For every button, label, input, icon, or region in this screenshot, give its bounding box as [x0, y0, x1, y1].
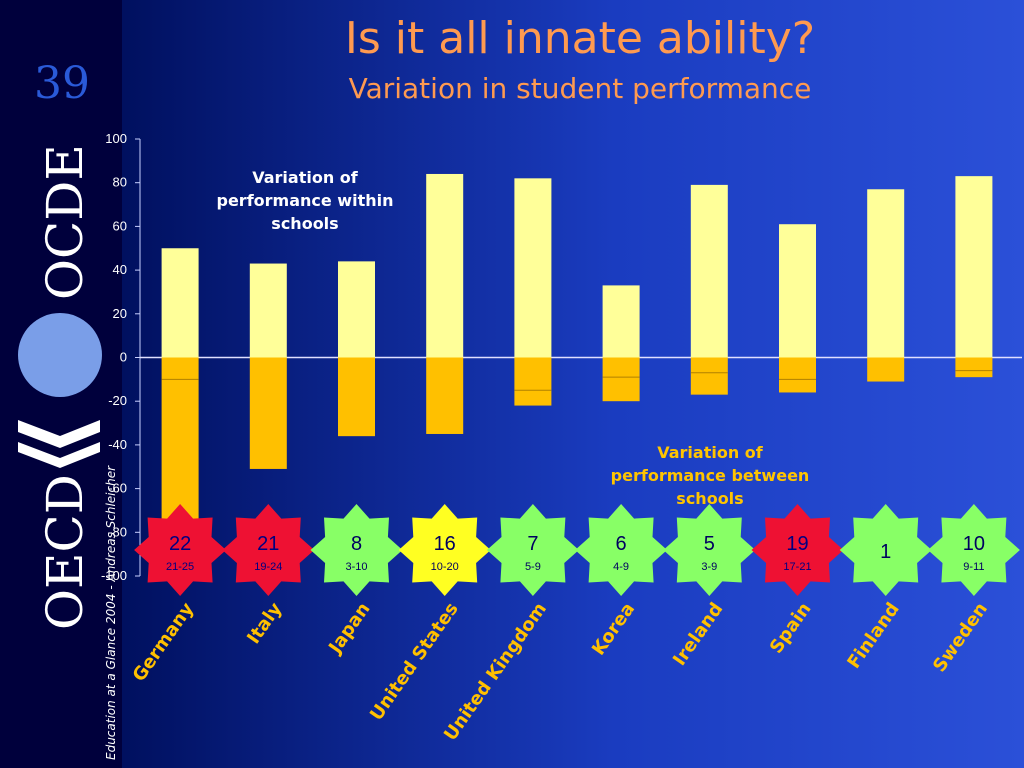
y-tick-label: 100 — [105, 131, 127, 146]
slide-title: Is it all innate ability? — [344, 13, 816, 64]
y-tick-label: 20 — [113, 306, 127, 321]
bar-within — [161, 248, 199, 358]
x-tick-label: Spain — [766, 599, 816, 658]
y-tick-label: 0 — [120, 350, 127, 365]
logo-circle-icon — [18, 313, 102, 397]
slide-subtitle: Variation in student performance — [348, 72, 812, 105]
bar-within — [867, 189, 905, 358]
rank-number: 5 — [704, 533, 715, 555]
x-tick-label: Ireland — [669, 599, 727, 670]
bar-between — [690, 357, 728, 395]
y-tick-label: 80 — [113, 175, 127, 190]
x-tick-label: United States — [366, 599, 463, 725]
rank-number: 16 — [434, 533, 456, 555]
rank-range: 3-10 — [345, 561, 367, 573]
bar-within — [690, 184, 728, 358]
y-tick-label: -40 — [108, 437, 127, 452]
slide-number: 39 — [34, 58, 90, 109]
rank-range: 21-25 — [166, 561, 194, 573]
rank-badge — [222, 504, 315, 596]
bar-between — [955, 357, 993, 378]
rank-badge — [486, 504, 579, 596]
x-tick-label: Italy — [243, 599, 286, 648]
rank-badge — [751, 504, 844, 596]
y-tick-label: -60 — [108, 481, 127, 496]
rank-badge — [663, 504, 756, 596]
rank-range: 5-9 — [525, 561, 541, 573]
rank-range: 17-21 — [783, 561, 811, 573]
x-tick-label: United Kingdom — [440, 599, 551, 745]
x-tick-label: Finland — [843, 599, 903, 673]
rank-number: 10 — [963, 533, 985, 555]
x-tick-label: Japan — [324, 599, 375, 659]
annotation-within: Variation of performance within schools — [216, 168, 394, 233]
bar-between — [602, 357, 640, 402]
bar-within — [249, 263, 287, 358]
bar-within — [602, 285, 640, 358]
rank-badge — [575, 504, 668, 596]
bar-within — [426, 173, 464, 358]
bar-between — [338, 357, 375, 437]
rank-badge — [839, 504, 932, 596]
bar-between — [779, 357, 816, 393]
bar-between — [161, 357, 199, 528]
rank-badge — [398, 504, 491, 596]
logo-chevron-icon — [18, 420, 100, 448]
bar-within — [779, 224, 816, 358]
x-tick-label: Germany — [129, 599, 199, 686]
y-tick-label: -100 — [101, 568, 127, 583]
annotation-between: Variation of performance between schools — [610, 443, 810, 508]
rank-range: 4-9 — [613, 561, 629, 573]
x-tick-label: Sweden — [929, 599, 992, 676]
rank-number: 6 — [616, 533, 627, 555]
y-tick-label: -80 — [108, 524, 127, 539]
logo-chevron-icon-2 — [18, 442, 100, 468]
bar-between — [249, 357, 287, 469]
oecd-logo: OCDE OECD — [18, 144, 102, 630]
rank-badge — [134, 504, 227, 596]
x-tick-label: Korea — [588, 599, 639, 660]
y-tick-label: 40 — [113, 262, 127, 277]
rank-badge — [310, 504, 403, 596]
bar-within — [955, 176, 993, 358]
rank-number: 21 — [257, 533, 279, 555]
rank-range: 9-11 — [963, 561, 984, 573]
bar-within — [338, 261, 375, 358]
bar-between — [514, 357, 552, 406]
rank-number: 1 — [880, 541, 891, 563]
logo-text-oecd: OECD — [36, 474, 94, 630]
bar-between — [426, 357, 464, 434]
rank-range: 19-24 — [254, 561, 282, 573]
rank-range: 10-20 — [431, 561, 459, 573]
bar-between — [867, 357, 905, 382]
y-tick-label: -20 — [108, 393, 127, 408]
logo-text-ocde: OCDE — [36, 144, 94, 300]
rank-number: 7 — [527, 533, 538, 555]
rank-number: 19 — [786, 533, 808, 555]
rank-number: 22 — [169, 533, 191, 555]
rank-number: 8 — [351, 533, 362, 555]
bar-within — [514, 178, 552, 358]
y-tick-label: 60 — [113, 218, 127, 233]
rank-badge — [927, 504, 1020, 596]
rank-range: 3-9 — [701, 561, 717, 573]
